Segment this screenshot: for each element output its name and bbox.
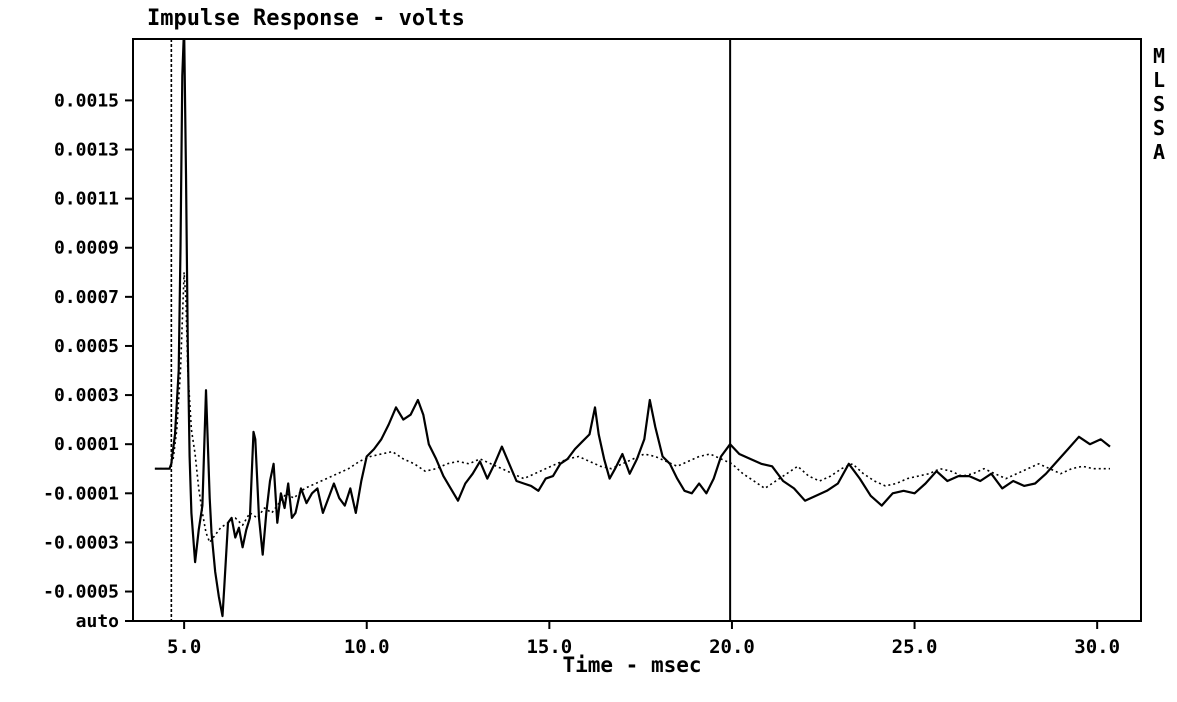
side-label-letter: S <box>1152 116 1166 140</box>
y-tick-label: -0.0001 <box>43 483 119 504</box>
y-tick-label: 0.0001 <box>54 434 119 455</box>
x-tick-label: 20.0 <box>709 636 755 658</box>
y-tick-label: 0.0011 <box>54 189 119 210</box>
y-tick-label: -0.0005 <box>43 582 119 603</box>
x-tick-label: 5.0 <box>167 636 201 658</box>
solid-response-line <box>154 39 1111 618</box>
y-tick-label: auto <box>76 611 119 632</box>
x-axis-label: Time - msec <box>562 653 701 677</box>
side-label-letter: L <box>1152 68 1166 92</box>
y-tick-label: 0.0015 <box>54 90 119 111</box>
dotted-response-line <box>154 271 1110 544</box>
side-label-letter: M <box>1152 44 1166 68</box>
y-tick-label: 0.0003 <box>54 385 119 406</box>
y-tick-label: 0.0013 <box>54 140 119 161</box>
side-label-letter: S <box>1152 92 1166 116</box>
x-tick-label: 15.0 <box>526 636 572 658</box>
x-tick-label: 30.0 <box>1074 636 1120 658</box>
y-tick-label: 0.0009 <box>54 238 119 259</box>
chart-title: Impulse Response - volts <box>147 6 465 31</box>
y-tick-label: -0.0003 <box>43 532 119 553</box>
x-tick-label: 10.0 <box>344 636 390 658</box>
side-label-letter: A <box>1152 140 1166 164</box>
y-tick-label: 0.0007 <box>54 287 119 308</box>
x-tick-label: 25.0 <box>892 636 938 658</box>
plot-frame <box>132 38 1142 622</box>
y-tick-label: 0.0005 <box>54 336 119 357</box>
